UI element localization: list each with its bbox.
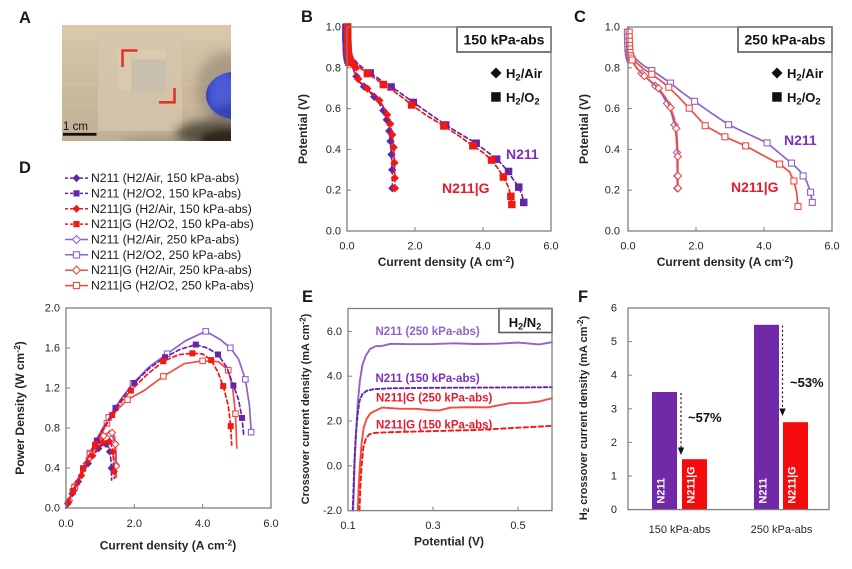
svg-text:2.0: 2.0 <box>688 241 703 253</box>
svg-text:B: B <box>301 8 313 26</box>
svg-text:N211 (150 kPa-abs): N211 (150 kPa-abs) <box>376 373 480 385</box>
svg-text:Current density (A cm-2): Current density (A cm-2) <box>378 254 514 269</box>
svg-text:N211|G (150 kPa-abs): N211|G (150 kPa-abs) <box>376 420 493 432</box>
svg-text:6: 6 <box>611 303 617 315</box>
svg-text:4.0: 4.0 <box>195 518 210 530</box>
svg-text:5: 5 <box>611 336 617 348</box>
svg-text:0.0: 0.0 <box>620 241 635 253</box>
svg-text:0.2: 0.2 <box>605 185 620 197</box>
svg-text:0.0: 0.0 <box>327 460 342 472</box>
svg-text:2.0: 2.0 <box>407 241 422 253</box>
svg-text:2.0: 2.0 <box>127 518 142 530</box>
svg-text:1.0: 1.0 <box>326 22 341 34</box>
svg-text:150 kPa-abs: 150 kPa-abs <box>649 524 711 536</box>
svg-text:N211|G (H2/O2, 250 kPa-abs): N211|G (H2/O2, 250 kPa-abs) <box>91 279 254 293</box>
svg-text:3: 3 <box>611 403 617 415</box>
svg-text:H2 crossover current density (: H2 crossover current density (mA cm-2) <box>576 315 591 520</box>
svg-text:0.0: 0.0 <box>605 226 620 238</box>
svg-text:0.4: 0.4 <box>605 144 620 156</box>
svg-text:N211: N211 <box>506 146 539 162</box>
svg-text:Power Density (W cm-2): Power Density (W cm-2) <box>12 341 27 475</box>
svg-text:Current density (A cm-2): Current density (A cm-2) <box>657 254 793 269</box>
svg-text:2.0: 2.0 <box>45 303 60 315</box>
svg-text:N211|G (H2/O2, 150 kPa-abs): N211|G (H2/O2, 150 kPa-abs) <box>91 217 254 231</box>
svg-text:4: 4 <box>611 370 617 382</box>
svg-text:N211: N211 <box>656 478 668 504</box>
svg-text:Potential (V): Potential (V) <box>414 535 484 549</box>
svg-text:-2.0: -2.0 <box>323 505 342 517</box>
svg-text:E: E <box>302 288 313 306</box>
svg-text:Crossover current density (mA: Crossover current density (mA cm-2) <box>299 313 313 504</box>
svg-text:N211|G: N211|G <box>787 466 799 503</box>
svg-text:N211|G: N211|G <box>442 180 490 196</box>
svg-text:4.0: 4.0 <box>475 241 490 253</box>
svg-text:1: 1 <box>611 471 617 483</box>
svg-text:N211|G (H2/Air, 250 kPa-abs): N211|G (H2/Air, 250 kPa-abs) <box>91 263 252 277</box>
svg-text:6.0: 6.0 <box>824 241 839 253</box>
svg-text:1.6: 1.6 <box>45 343 60 355</box>
svg-text:Potential (V): Potential (V) <box>296 94 310 164</box>
svg-text:0.8: 0.8 <box>326 62 341 74</box>
svg-text:N211 (H2/Air, 150 kPa-abs): N211 (H2/Air, 150 kPa-abs) <box>91 171 239 185</box>
svg-text:H2/O2: H2/O2 <box>787 90 821 108</box>
svg-text:0.6: 0.6 <box>326 103 341 115</box>
svg-text:H2/Air: H2/Air <box>506 66 542 84</box>
svg-text:Potential (V): Potential (V) <box>577 94 591 164</box>
svg-text:N211: N211 <box>784 132 817 148</box>
svg-text:6.0: 6.0 <box>327 326 342 338</box>
svg-text:A: A <box>19 9 31 27</box>
svg-text:0.4: 0.4 <box>45 463 60 475</box>
svg-text:0.0: 0.0 <box>326 226 341 238</box>
svg-text:Current density (A cm-2): Current density (A cm-2) <box>100 538 236 553</box>
svg-text:6.0: 6.0 <box>543 241 558 253</box>
svg-text:1.2: 1.2 <box>45 383 60 395</box>
svg-text:0.1: 0.1 <box>340 520 355 532</box>
svg-text:H2/Air: H2/Air <box>787 66 823 84</box>
svg-text:0: 0 <box>611 504 617 516</box>
svg-text:4.0: 4.0 <box>756 241 771 253</box>
svg-text:0.0: 0.0 <box>45 503 60 515</box>
svg-text:N211 (H2/Air, 250 kPa-abs): N211 (H2/Air, 250 kPa-abs) <box>91 233 239 247</box>
svg-text:0.8: 0.8 <box>45 423 60 435</box>
svg-text:250 kPa-abs: 250 kPa-abs <box>745 32 826 48</box>
svg-text:0.6: 0.6 <box>605 103 620 115</box>
svg-text:N211|G (250 kPa-abs): N211|G (250 kPa-abs) <box>376 393 493 405</box>
svg-text:1 cm: 1 cm <box>63 121 88 133</box>
svg-text:N211 (H2/O2, 150 kPa-abs): N211 (H2/O2, 150 kPa-abs) <box>91 186 241 200</box>
svg-text:2.0: 2.0 <box>327 416 342 428</box>
svg-text:~53%: ~53% <box>790 375 824 390</box>
svg-text:N211 (H2/O2, 250 kPa-abs): N211 (H2/O2, 250 kPa-abs) <box>91 248 241 262</box>
svg-text:4.0: 4.0 <box>327 371 342 383</box>
svg-text:N211|G: N211|G <box>731 179 779 195</box>
svg-text:0.8: 0.8 <box>605 62 620 74</box>
svg-text:0.2: 0.2 <box>326 185 341 197</box>
svg-text:N211|G (H2/Air, 150 kPa-abs): N211|G (H2/Air, 150 kPa-abs) <box>91 202 252 216</box>
svg-text:F: F <box>578 288 588 306</box>
svg-text:1.0: 1.0 <box>605 22 620 34</box>
svg-text:0.0: 0.0 <box>58 518 73 530</box>
svg-text:0.0: 0.0 <box>339 241 354 253</box>
svg-text:H2/N2: H2/N2 <box>509 315 541 332</box>
svg-text:N211: N211 <box>758 478 770 504</box>
svg-text:N211|G: N211|G <box>686 466 698 503</box>
svg-text:C: C <box>574 8 586 26</box>
svg-text:2: 2 <box>611 437 617 449</box>
svg-text:~57%: ~57% <box>688 410 722 425</box>
svg-text:H2/O2: H2/O2 <box>506 90 540 108</box>
svg-text:250 kPa-abs: 250 kPa-abs <box>751 524 813 536</box>
svg-text:150 kPa-abs: 150 kPa-abs <box>464 32 545 48</box>
svg-text:6.0: 6.0 <box>263 518 278 530</box>
svg-text:0.3: 0.3 <box>425 520 440 532</box>
svg-text:0.5: 0.5 <box>510 520 525 532</box>
svg-text:0.4: 0.4 <box>326 144 341 156</box>
svg-text:N211 (250 kPa-abs): N211 (250 kPa-abs) <box>376 326 480 338</box>
svg-text:D: D <box>19 159 31 177</box>
